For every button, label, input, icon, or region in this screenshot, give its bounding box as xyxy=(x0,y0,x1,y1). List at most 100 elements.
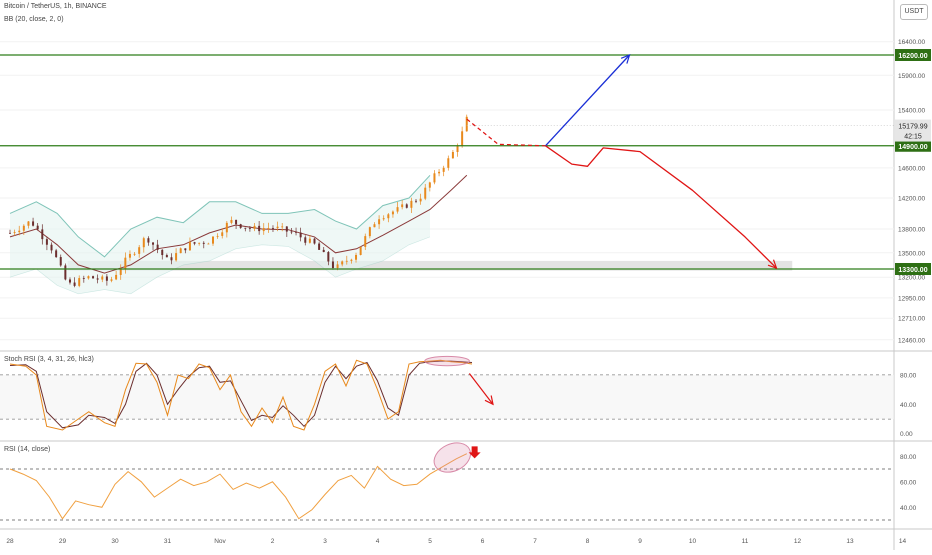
price-tick-label: 12950.00 xyxy=(898,295,925,302)
candle-body xyxy=(438,171,441,174)
time-tick-label: 12 xyxy=(794,538,802,545)
rsi-legend[interactable]: RSI (14, close) xyxy=(4,446,51,453)
time-tick-label: 13 xyxy=(846,538,854,545)
price-tick-label: 13500.00 xyxy=(898,250,925,257)
candle-body xyxy=(32,221,35,226)
candle-body xyxy=(368,227,371,237)
currency-button[interactable]: USDT xyxy=(900,4,928,20)
candle-body xyxy=(271,227,274,229)
candle-body xyxy=(221,232,224,236)
forecast-bullish-path xyxy=(545,54,630,147)
candle-body xyxy=(382,218,385,220)
time-tick-label: 5 xyxy=(428,538,432,545)
stoch-rsi-legend[interactable]: Stoch RSI (3, 4, 31, 26, hlc3) xyxy=(4,356,94,363)
stoch-tick-label: 0.00 xyxy=(900,431,913,438)
candle-body xyxy=(378,219,381,225)
time-tick-label: 29 xyxy=(59,538,67,545)
candle-body xyxy=(152,242,155,245)
time-tick-label: 28 xyxy=(6,538,14,545)
candle-body xyxy=(447,158,450,168)
candle-body xyxy=(124,257,127,269)
candle-body xyxy=(428,182,431,188)
candle-body xyxy=(387,214,390,219)
rsi-tick-label: 60.00 xyxy=(900,479,917,486)
candle-body xyxy=(147,238,150,243)
candle-body xyxy=(110,279,113,281)
stoch-tick-label: 40.00 xyxy=(900,402,917,409)
candle-body xyxy=(133,253,136,255)
candle-body xyxy=(142,238,145,248)
candle-body xyxy=(13,232,16,233)
time-tick-label: 8 xyxy=(586,538,590,545)
bb-basis-line xyxy=(9,174,468,274)
time-tick-label: 6 xyxy=(481,538,485,545)
candle-body xyxy=(253,225,256,229)
support-zone xyxy=(67,260,793,271)
time-tick-label: 30 xyxy=(111,538,119,545)
candle-body xyxy=(78,278,81,286)
rsi-tick-label: 40.00 xyxy=(900,505,917,512)
candle-body xyxy=(92,276,95,279)
forecast-bullish-arrowhead xyxy=(620,53,631,64)
candle-body xyxy=(59,257,62,266)
bb-lower-line xyxy=(9,236,431,295)
rsi-down-arrow-icon xyxy=(468,446,481,459)
candle-body xyxy=(193,242,196,244)
candle-body xyxy=(373,224,376,228)
time-tick-label: 4 xyxy=(376,538,380,545)
bb-legend[interactable]: BB (20, close, 2, 0) xyxy=(4,16,64,23)
candle-body xyxy=(36,225,39,230)
candle-body xyxy=(170,257,173,261)
candle-body xyxy=(161,249,164,256)
candle-body xyxy=(419,198,422,202)
bb-upper-line xyxy=(9,174,431,258)
candle-body xyxy=(304,237,307,243)
candle-body xyxy=(313,238,316,244)
time-tick-label: 2 xyxy=(271,538,275,545)
candle-body xyxy=(50,244,53,251)
candle-body xyxy=(341,261,344,265)
candle-body xyxy=(45,239,48,245)
candle-body xyxy=(22,225,25,231)
price-tick-label: 12710.00 xyxy=(898,316,925,323)
candle-body xyxy=(175,253,178,261)
price-tick-label: 12460.00 xyxy=(898,337,925,344)
candle-body xyxy=(285,226,288,232)
bb-fill xyxy=(10,175,430,294)
level-price-tag xyxy=(895,263,931,275)
candle-body xyxy=(258,225,261,232)
rsi-line xyxy=(9,453,468,520)
symbol-title[interactable]: Bitcoin / TetherUS, 1h, BINANCE xyxy=(4,3,107,10)
candle-body xyxy=(281,226,284,228)
candle-body xyxy=(9,232,11,234)
candle-body xyxy=(64,265,67,280)
candle-body xyxy=(442,167,445,172)
candle-body xyxy=(216,235,219,237)
time-tick-label: 10 xyxy=(689,538,697,545)
candle-body xyxy=(262,228,265,232)
candle-body xyxy=(350,259,353,261)
candle-body xyxy=(212,236,214,244)
candle-body xyxy=(295,231,298,233)
rsi-highlight-ellipse xyxy=(433,442,472,473)
time-tick-label: 31 xyxy=(164,538,172,545)
candle-body xyxy=(235,219,238,225)
level-price-tag xyxy=(895,49,931,61)
candle-body xyxy=(179,248,182,254)
candle-body xyxy=(410,200,413,208)
stoch-forecast-arrow xyxy=(468,373,494,405)
candle-body xyxy=(225,222,228,233)
level-price-label: 13300.00 xyxy=(898,267,927,274)
candle-body xyxy=(198,242,201,244)
candle-body xyxy=(391,211,394,215)
candle-body xyxy=(55,250,58,258)
candle-body xyxy=(322,249,325,253)
level-price-tag xyxy=(895,139,931,152)
candle-body xyxy=(308,238,311,243)
candle-body xyxy=(73,282,76,286)
candle-body xyxy=(276,226,279,229)
countdown-label: 42:15 xyxy=(904,134,922,141)
candle-body xyxy=(119,268,122,275)
